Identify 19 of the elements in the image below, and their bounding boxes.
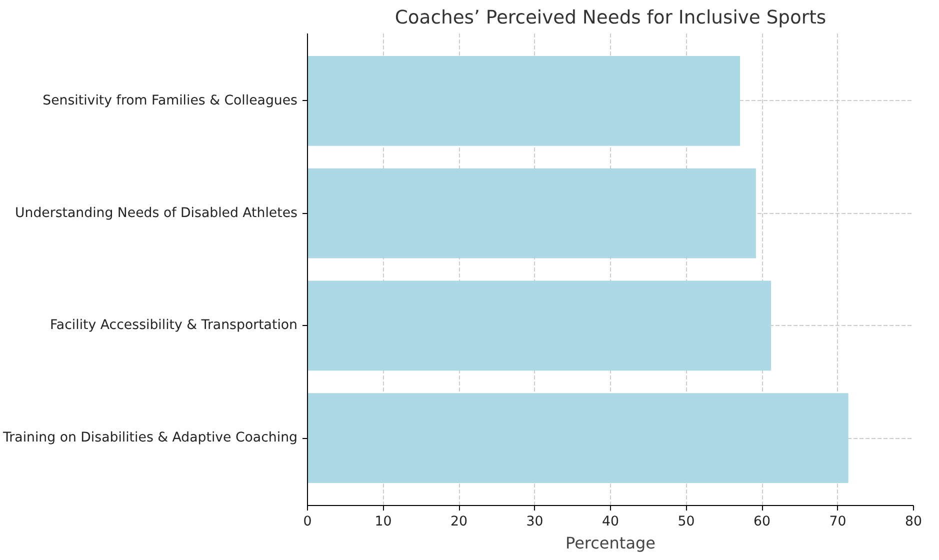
x-tick-label: 30 xyxy=(526,514,544,530)
bar xyxy=(308,56,740,146)
y-tick-label: Facility Accessibility & Transportation xyxy=(50,318,298,334)
bar xyxy=(308,393,848,484)
x-tick-label: 80 xyxy=(905,514,922,530)
chart-title: Coaches’ Perceived Needs for Inclusive Sports xyxy=(394,8,826,28)
y-tick-label: Sensitivity from Families & Colleagues xyxy=(42,93,298,108)
x-tick-label: 10 xyxy=(374,514,392,530)
x-tick-label: 20 xyxy=(450,514,468,530)
x-tick-label: 40 xyxy=(602,514,619,530)
x-tick-label: 0 xyxy=(303,514,312,530)
x-axis-title: Percentage xyxy=(565,534,656,552)
x-tick-label: 60 xyxy=(754,514,770,530)
y-tick-label: Understanding Needs of Disabled Athletes xyxy=(15,206,298,221)
y-tick-label: Training on Disabilities & Adaptive Coaching xyxy=(2,430,298,446)
x-tick-label: 50 xyxy=(678,514,695,530)
bar xyxy=(308,280,772,371)
bar xyxy=(308,168,756,258)
x-tick-label: 70 xyxy=(829,514,846,530)
